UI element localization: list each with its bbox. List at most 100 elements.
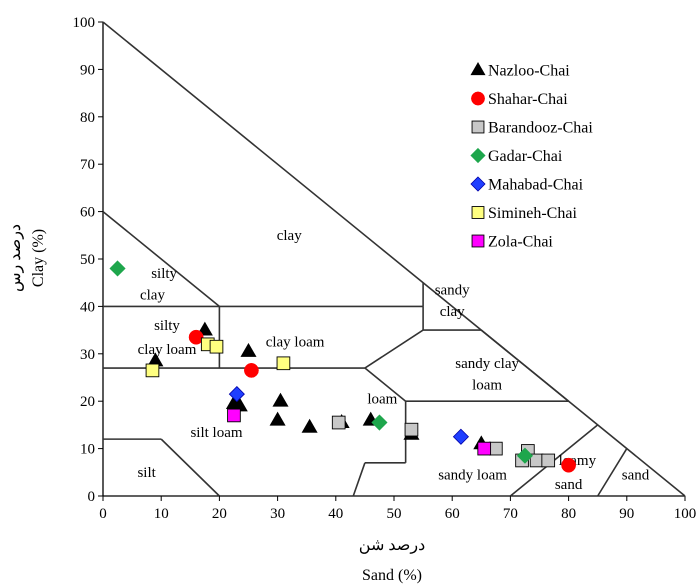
- texture-region-label: sandy: [435, 283, 470, 299]
- data-point-simineh-chai: [276, 356, 291, 371]
- texture-region-label: sandy clay: [455, 356, 519, 372]
- y-tick-label: 100: [73, 15, 96, 31]
- data-point-barandooz-chai: [541, 453, 556, 468]
- data-point-gadar-chai: [371, 414, 388, 431]
- data-point-mahabad-chai: [452, 428, 469, 445]
- data-point-gadar-chai: [109, 260, 126, 277]
- texture-region-label: silty: [154, 318, 180, 334]
- legend-marker-nazloo-chai: [470, 62, 486, 76]
- texture-boundary-line: [102, 21, 686, 497]
- y-tick-label: 0: [88, 489, 96, 505]
- data-point-nazloo-chai: [240, 342, 257, 357]
- texture-region-label: clay: [440, 304, 465, 320]
- x-tick-label: 70: [503, 506, 518, 522]
- data-point-simineh-chai: [145, 363, 160, 378]
- series-gadar-chai: [109, 260, 534, 464]
- x-tick-label: 60: [445, 506, 460, 522]
- texture-region-label: clay: [140, 287, 165, 303]
- texture-boundary-line: [480, 329, 570, 402]
- texture-region-label: loam: [472, 377, 502, 393]
- legend-marker-gadar-chai: [470, 147, 486, 164]
- texture-region-label: sand: [622, 467, 650, 483]
- texture-boundary-line: [352, 462, 366, 497]
- data-point-nazloo-chai: [272, 392, 289, 407]
- legend-label: Barandooz-Chai: [488, 120, 593, 137]
- texture-boundary-line: [102, 210, 220, 308]
- x-tick-label: 40: [328, 506, 343, 522]
- data-point-nazloo-chai: [301, 418, 318, 433]
- legend-label: Nazloo-Chai: [488, 63, 570, 80]
- data-point-barandooz-chai: [489, 441, 503, 456]
- texture-region-label: loam: [367, 392, 397, 408]
- texture-region-label: clay: [277, 228, 302, 244]
- texture-region-label: silt: [137, 465, 156, 481]
- texture-boundary-line: [160, 438, 220, 497]
- data-point-simineh-chai: [209, 339, 224, 354]
- texture-boundary-line: [364, 329, 424, 369]
- legend-label: Mahabad-Chai: [488, 177, 584, 194]
- series-simineh-chai: [145, 337, 291, 378]
- data-point-shahar-chai: [561, 457, 576, 473]
- data-point-nazloo-chai: [269, 411, 286, 426]
- legend-item-zola-chai: Zola-Chai: [471, 234, 553, 251]
- y-tick-label: 10: [80, 442, 95, 458]
- legend-marker-zola-chai: [471, 234, 485, 248]
- legend-item-nazloo-chai: Nazloo-Chai: [470, 62, 570, 80]
- x-tick-label: 10: [154, 506, 169, 522]
- legend-marker-mahabad-chai: [470, 176, 486, 192]
- texture-region-label: clay loam: [266, 335, 325, 351]
- x-tick-label: 90: [619, 506, 634, 522]
- y-tick-label: 40: [80, 299, 95, 315]
- x-axis-label-fa: درصد شن: [359, 537, 425, 554]
- texture-region-label: silty: [151, 266, 177, 282]
- texture-region-label: clay loam: [138, 342, 197, 358]
- data-point-shahar-chai: [244, 363, 259, 378]
- legend-label: Gadar-Chai: [488, 148, 563, 165]
- series-mahabad-chai: [228, 386, 469, 445]
- y-tick-label: 90: [80, 62, 95, 78]
- legend-item-mahabad-chai: Mahabad-Chai: [470, 176, 584, 194]
- data-point-shahar-chai: [188, 329, 204, 345]
- data-point-zola-chai: [227, 408, 241, 423]
- legend: Nazloo-Chai Shahar-Chai Barandooz-Chai Gada…: [470, 62, 593, 251]
- x-tick-label: 0: [99, 506, 107, 522]
- texture-region-label: silt loam: [190, 425, 242, 441]
- series-zola-chai: [227, 408, 492, 456]
- axes: 0 10 20 30 40 50 60 70 80 90 100 0 10 20 30 40 50 60 70 80 9…: [73, 15, 697, 522]
- x-axis-label: Sand (%): [362, 567, 422, 584]
- legend-marker-barandooz-chai: [471, 120, 485, 134]
- legend-label: Simineh-Chai: [488, 205, 577, 222]
- legend-label: Shahar-Chai: [488, 91, 568, 108]
- y-tick-label: 50: [80, 252, 95, 268]
- texture-boundary-line: [597, 448, 628, 497]
- y-tick-label: 80: [80, 110, 95, 126]
- y-axis-label: Clay (%): [30, 229, 47, 287]
- x-tick-label: 50: [387, 506, 402, 522]
- data-point-mahabad-chai: [228, 386, 245, 403]
- y-tick-label: 70: [80, 157, 95, 173]
- data-points: [109, 260, 576, 473]
- y-tick-label: 30: [80, 347, 95, 363]
- legend-item-shahar-chai: Shahar-Chai: [471, 91, 568, 108]
- data-point-gadar-chai: [516, 447, 534, 464]
- legend-item-barandooz-chai: Barandooz-Chai: [471, 120, 593, 137]
- texture-region-label: sand: [555, 477, 583, 493]
- legend-item-simineh-chai: Simineh-Chai: [471, 205, 577, 222]
- legend-label: Zola-Chai: [488, 234, 553, 251]
- x-tick-label: 100: [674, 506, 697, 522]
- x-tick-label: 80: [561, 506, 576, 522]
- x-tick-label: 20: [212, 506, 227, 522]
- y-tick-label: 20: [80, 394, 95, 410]
- texture-region-label: sandy loam: [438, 467, 507, 483]
- data-point-zola-chai: [477, 441, 492, 456]
- legend-marker-simineh-chai: [471, 206, 485, 219]
- y-tick-label: 60: [80, 205, 95, 221]
- data-point-barandooz-chai: [404, 422, 419, 437]
- texture-boundary-line: [364, 367, 407, 402]
- data-point-barandooz-chai: [331, 415, 346, 430]
- texture-region-labels: clay silty clay silty clay loam clay loam sand…: [137, 228, 649, 493]
- legend-item-gadar-chai: Gadar-Chai: [470, 147, 563, 165]
- series-shahar-chai: [188, 329, 576, 473]
- y-axis-label-fa: درصد رس: [7, 224, 24, 292]
